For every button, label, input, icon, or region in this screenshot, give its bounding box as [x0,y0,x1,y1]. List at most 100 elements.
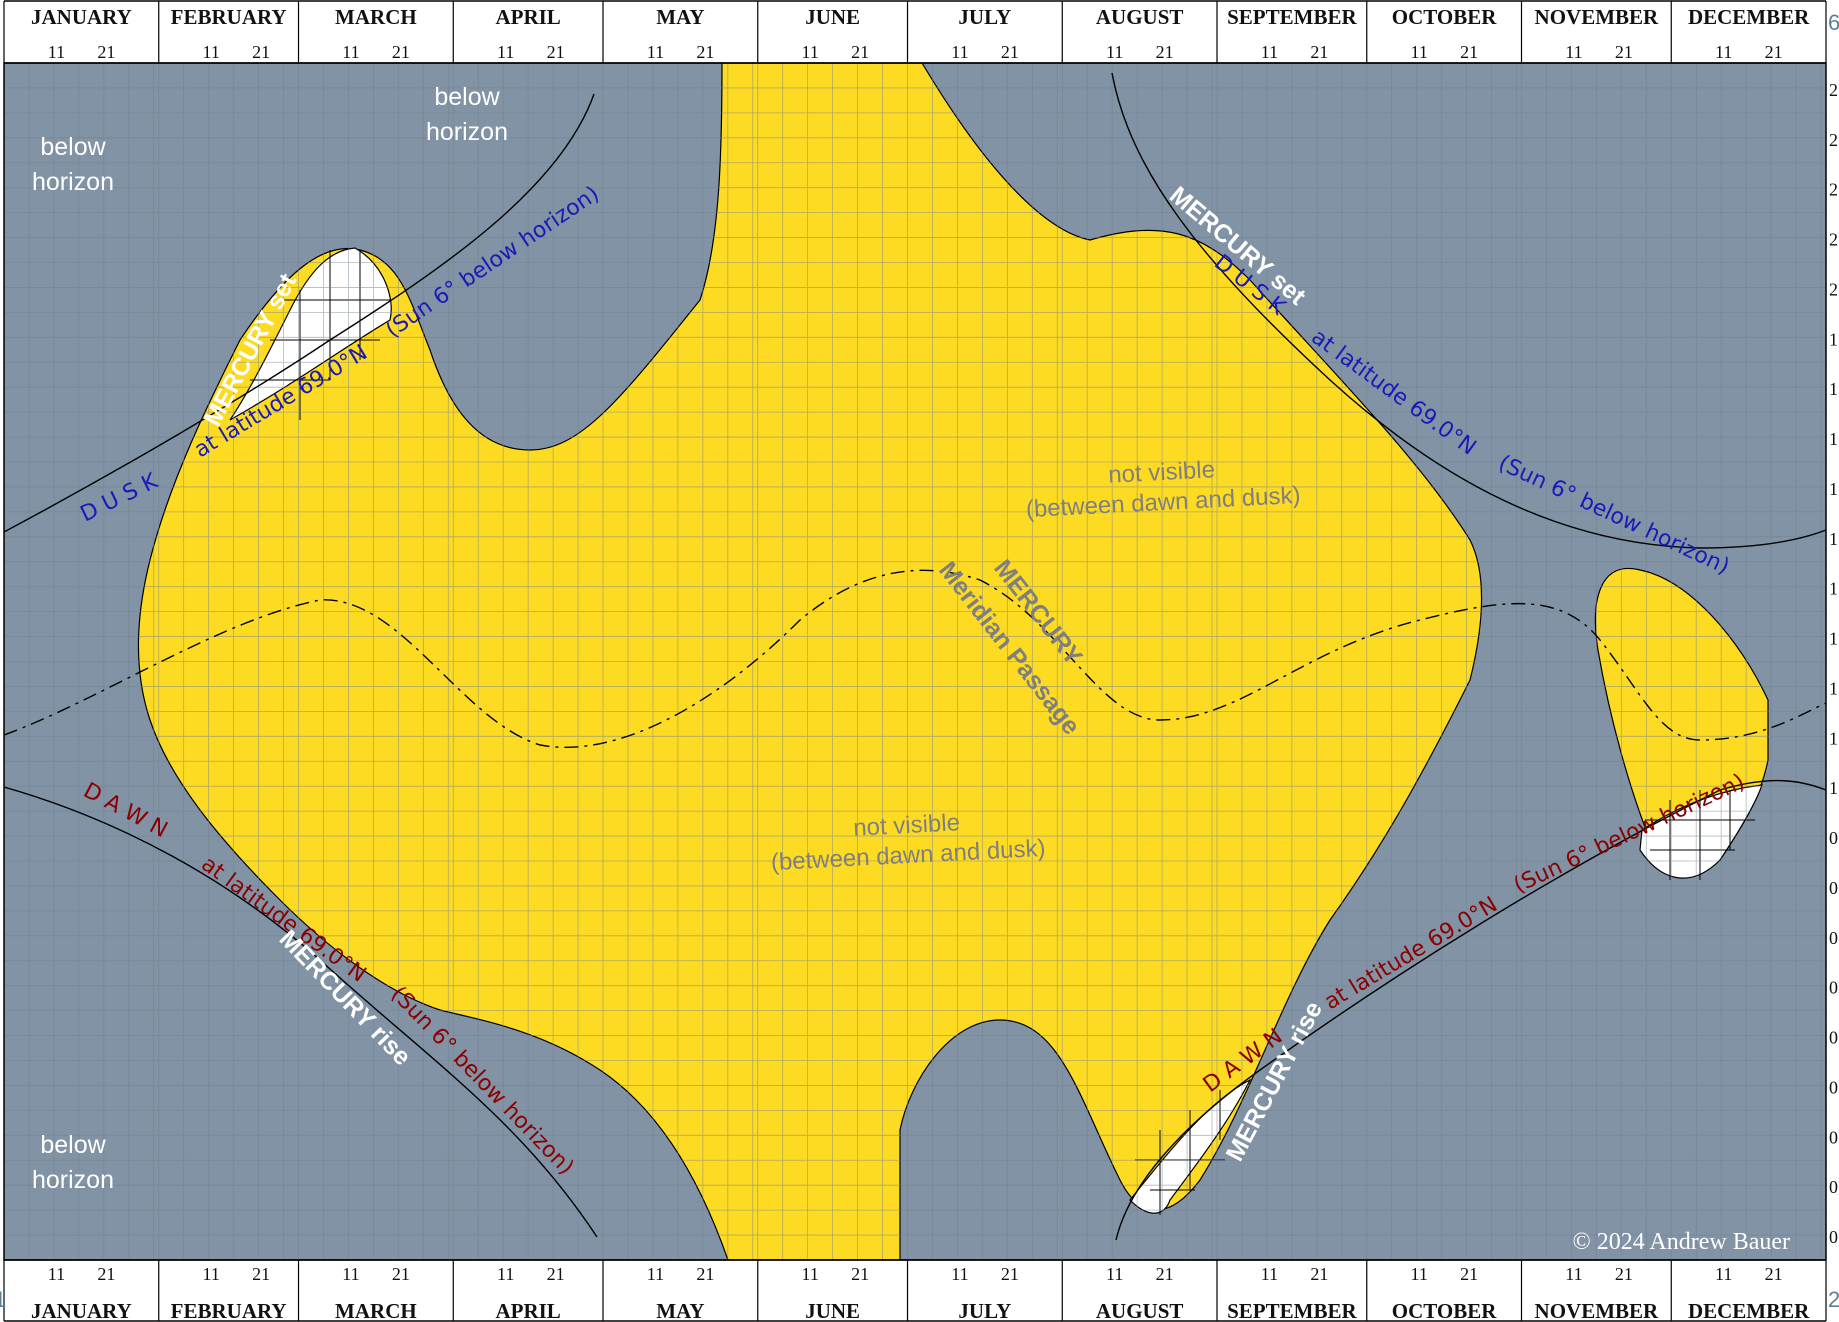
below-horizon-label-1b: horizon [32,168,114,196]
month-label-may: MAY [656,5,704,29]
month-label-may: MAY [656,1299,704,1322]
hour-tick-label: 0 [1829,978,1838,998]
day-tick-label: 21 [547,1264,565,1284]
not-visible-label-1a: not visible [1108,456,1216,489]
below-horizon-label-3b: horizon [32,1166,114,1194]
month-label-april: APRIL [495,5,560,29]
month-label-february: FEBRUARY [171,1299,287,1322]
hour-tick-label: 0 [1829,1077,1838,1097]
day-tick-label: 11 [802,1264,819,1284]
day-tick-label: 11 [951,42,968,62]
hour-tick-label: 1 [1829,629,1838,649]
hour-tick-label: 0 [1829,828,1838,848]
day-tick-label: 11 [647,1264,664,1284]
day-tick-label: 11 [1410,42,1427,62]
day-tick-label: 11 [1565,42,1582,62]
hour-tick-label: 2 [1829,180,1838,200]
day-tick-label: 21 [1765,1264,1783,1284]
month-label-january: JANUARY [31,5,132,29]
month-label-june: JUNE [805,5,860,29]
month-label-november: NOVEMBER [1535,5,1660,29]
copyright-label: © 2024 Andrew Bauer [1572,1229,1790,1255]
day-tick-label: 11 [951,1264,968,1284]
day-tick-label: 21 [851,1264,869,1284]
hour-tick-label: 0 [1829,878,1838,898]
day-tick-label: 11 [342,1264,359,1284]
day-tick-label: 11 [1261,1264,1278,1284]
day-tick-label: 21 [1460,1264,1478,1284]
day-tick-label: 21 [252,1264,270,1284]
hour-tick-label: 1 [1829,579,1838,599]
day-tick-label: 21 [392,42,410,62]
day-tick-label: 11 [1715,1264,1732,1284]
side-label-bottom-right: 2 [1828,1287,1839,1312]
day-tick-label: 21 [1310,42,1328,62]
day-tick-label: 21 [1460,42,1478,62]
hour-tick-label: 0 [1829,928,1838,948]
day-tick-label: 21 [252,42,270,62]
day-tick-label: 11 [1106,42,1123,62]
day-tick-label: 21 [851,42,869,62]
day-tick-label: 21 [97,1264,115,1284]
hour-tick-label: 1 [1829,329,1838,349]
day-tick-label: 21 [696,42,714,62]
month-label-december: DECEMBER [1688,1299,1810,1322]
month-label-december: DECEMBER [1688,5,1810,29]
day-tick-label: 11 [802,42,819,62]
hour-tick-label: 2 [1829,230,1838,250]
hour-tick-label: 1 [1829,529,1838,549]
hour-tick-label: 0 [1829,1227,1838,1247]
day-tick-label: 11 [202,1264,219,1284]
day-tick-label: 21 [97,42,115,62]
below-horizon-label-2a: below [434,83,500,111]
day-tick-label: 21 [1615,42,1633,62]
month-label-september: SEPTEMBER [1227,1299,1357,1322]
day-tick-label: 21 [1156,42,1174,62]
not-visible-label-2a: not visible [853,809,961,842]
hour-tick-label: 0 [1829,1127,1838,1147]
day-tick-label: 11 [1410,1264,1427,1284]
hour-labels: 2 2 2 2 2 1 1 1 1 1 1 1 1 1 1 0 0 0 0 0 0 0 0 0 [1829,80,1838,1247]
day-tick-label: 21 [392,1264,410,1284]
hour-tick-label: 1 [1829,379,1838,399]
day-tick-label: 21 [1156,1264,1174,1284]
month-label-april: APRIL [495,1299,560,1322]
below-horizon-label-2b: horizon [426,118,508,146]
day-tick-label: 21 [547,42,565,62]
hour-tick-label: 1 [1829,728,1838,748]
month-label-march: MARCH [335,5,417,29]
day-tick-label: 11 [1565,1264,1582,1284]
month-label-january: JANUARY [31,1299,132,1322]
month-label-july: JULY [958,1299,1011,1322]
below-horizon-label-1a: below [40,133,106,161]
month-label-march: MARCH [335,1299,417,1322]
side-label-bottom-left: 1 [0,1287,6,1312]
hour-tick-label: 0 [1829,1028,1838,1048]
day-tick-label: 21 [1310,1264,1328,1284]
day-tick-label: 11 [48,1264,65,1284]
bottom-month-scale: JANUARY 11 21 FEBRUARY 11 21 MARCH 11 21 APRIL 11 2… [4,1260,1826,1322]
hour-tick-label: 1 [1829,778,1838,798]
day-tick-label: 11 [342,42,359,62]
top-month-scale: JANUARY 11 21 FEBRUARY 11 21 MARCH 11 21 APRIL 11 2… [4,1,1826,63]
hour-tick-label: 1 [1829,479,1838,499]
month-label-june: JUNE [805,1299,860,1322]
day-tick-label: 11 [1106,1264,1123,1284]
month-label-august: AUGUST [1096,1299,1184,1322]
hour-tick-label: 1 [1829,678,1838,698]
day-tick-label: 21 [1001,42,1019,62]
day-tick-label: 11 [497,42,514,62]
day-tick-label: 11 [1261,42,1278,62]
day-tick-label: 21 [1001,1264,1019,1284]
hour-tick-label: 2 [1829,279,1838,299]
month-label-october: OCTOBER [1392,1299,1497,1322]
day-tick-label: 21 [696,1264,714,1284]
month-label-february: FEBRUARY [171,5,287,29]
side-label-top: 6 [1828,10,1839,35]
hour-tick-label: 0 [1829,1177,1838,1197]
below-horizon-label-3a: below [40,1131,106,1159]
day-tick-label: 11 [48,42,65,62]
month-label-july: JULY [958,5,1011,29]
hour-tick-label: 2 [1829,130,1838,150]
